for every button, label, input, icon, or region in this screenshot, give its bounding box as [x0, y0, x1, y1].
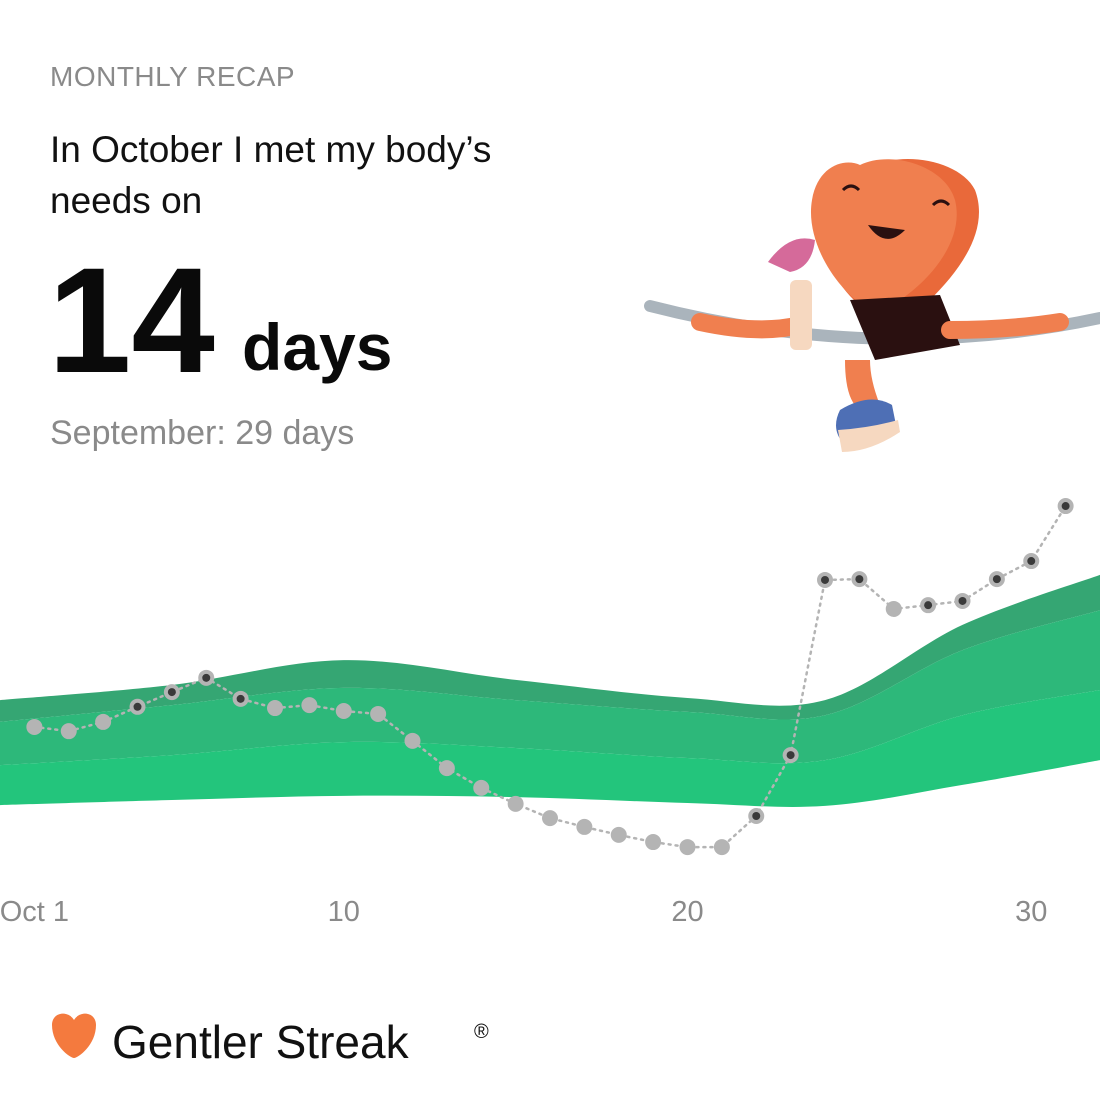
data-point [95, 713, 112, 730]
data-point [713, 839, 730, 856]
data-point [542, 810, 558, 827]
data-point [645, 834, 662, 851]
brand-name: Gentler Streak [112, 1016, 410, 1068]
data-point [26, 718, 43, 735]
met-marker [924, 601, 933, 610]
met-marker [236, 694, 245, 703]
met-marker [1061, 502, 1070, 511]
met-marker [1027, 557, 1036, 566]
x-tick-label: 30 [1015, 896, 1047, 928]
met-marker [133, 702, 142, 711]
data-point [507, 795, 524, 812]
brand-mark: ® [474, 1021, 489, 1043]
day-count: 14 [48, 236, 215, 404]
met-marker [167, 688, 176, 697]
x-tick-label: 20 [671, 896, 703, 928]
met-marker [992, 575, 1001, 584]
data-point [679, 839, 696, 856]
data-point [335, 703, 352, 719]
met-marker [958, 596, 967, 605]
met-marker [786, 751, 795, 760]
data-point [60, 723, 77, 740]
band [0, 610, 1100, 766]
comparison: September: 29 days [50, 414, 354, 452]
logo-icon [52, 1013, 96, 1058]
headline: In October I met my body’s [50, 129, 491, 170]
plot-area: Oct 1 10 20 30 [0, 498, 1100, 928]
data-point [576, 818, 593, 835]
met-marker [821, 575, 829, 584]
eyebrow: MONTHLY RECAP [50, 61, 295, 92]
data-point [473, 779, 490, 796]
data-point [438, 760, 455, 777]
data-point [301, 697, 318, 714]
data-point [404, 732, 421, 749]
met-marker [752, 812, 761, 820]
band [0, 690, 1100, 807]
headline: needs on [50, 180, 202, 221]
data-point [610, 826, 627, 843]
illustration [644, 159, 1100, 452]
met-marker [202, 673, 211, 682]
data-point [370, 705, 387, 722]
day-unit: days [242, 310, 392, 384]
met-marker [855, 575, 864, 584]
data-point [885, 600, 902, 617]
band [0, 574, 1100, 722]
x-tick-label: 10 [328, 896, 360, 928]
x-tick-label: Oct 1 [0, 896, 69, 928]
data-point [267, 700, 283, 717]
